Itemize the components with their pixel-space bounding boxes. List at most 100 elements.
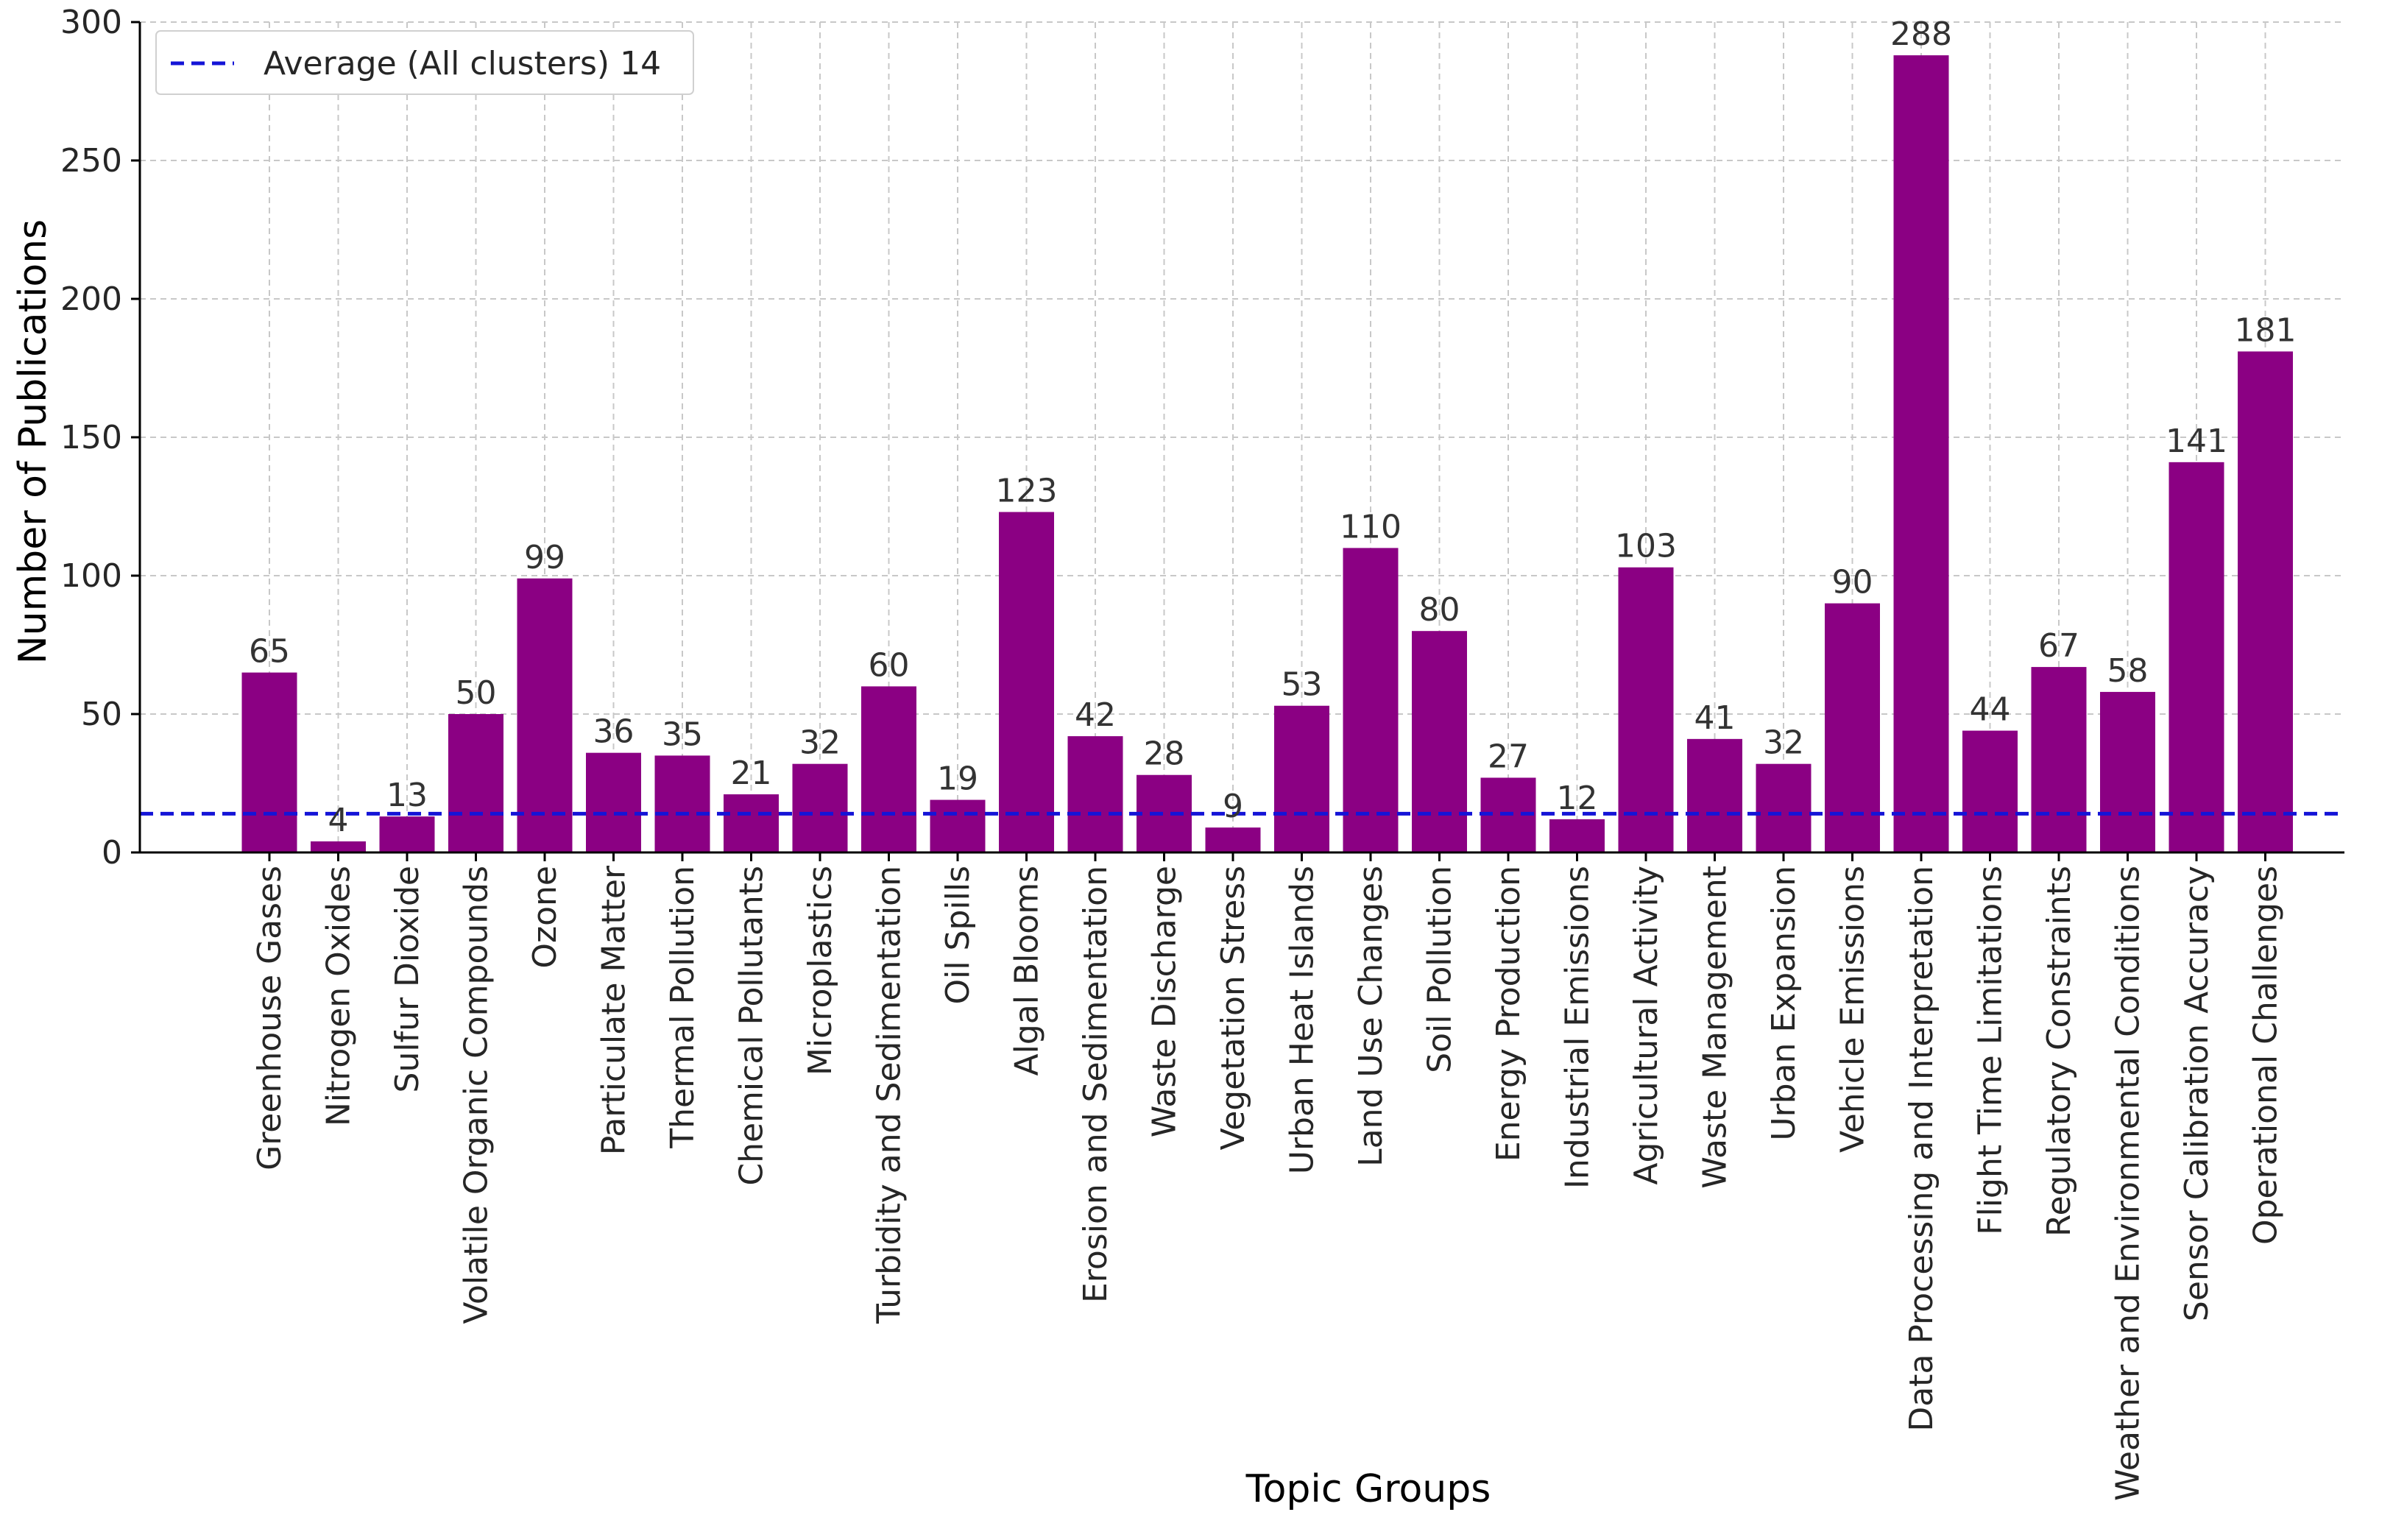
bar-value-label: 36 [593, 713, 635, 751]
bar-value-label: 4 [328, 802, 349, 839]
bar [1274, 705, 1329, 852]
x-tick-label: Microplastics [802, 866, 839, 1075]
x-tick-label: Sensor Calibration Accuracy [2178, 866, 2216, 1321]
bar [999, 512, 1054, 852]
x-tick-label: Sulfur Dioxide [389, 866, 426, 1092]
bar [1549, 819, 1605, 852]
bar-value-labels: 65 4 13 50 99 36 35 21 32 60 19 123 42 28 9 53 110 80 27 12… [249, 15, 2296, 839]
bar [1205, 827, 1261, 852]
x-tick-label: Land Use Changes [1352, 866, 1390, 1167]
bar-value-label: 90 [1832, 564, 1873, 601]
bars [241, 55, 2293, 853]
x-tick-label: Agricultural Activity [1627, 866, 1665, 1185]
bar [1067, 736, 1123, 852]
x-tick-label: Algal Blooms [1008, 866, 1046, 1075]
bar-value-label: 181 [2235, 311, 2297, 349]
x-tick-label: Waste Management [1697, 866, 1734, 1189]
bar-value-label: 32 [1763, 724, 1804, 762]
y-tick-label: 50 [81, 696, 122, 733]
bar-value-label: 288 [1890, 15, 1952, 53]
legend-box [155, 30, 694, 95]
y-tick-label: 200 [60, 280, 122, 318]
bar-value-label: 67 [2038, 627, 2079, 665]
bar-value-label: 80 [1419, 591, 1460, 629]
bar [379, 816, 435, 852]
bar-value-label: 28 [1144, 735, 1185, 773]
bar [861, 686, 916, 852]
x-tick-label: Urban Heat Islands [1284, 866, 1321, 1174]
bar-value-label: 58 [2107, 652, 2149, 690]
bar-value-label: 12 [1557, 780, 1598, 817]
bar-value-label: 42 [1075, 696, 1116, 734]
legend-label: Average (All clusters) 14 [264, 45, 661, 82]
bar [2169, 462, 2224, 852]
bar-value-label: 53 [1282, 666, 1323, 704]
y-axis-title: Number of Publications [11, 219, 55, 665]
bar [1756, 763, 1812, 852]
bar-value-label: 60 [869, 646, 910, 684]
bar-value-label: 50 [456, 674, 497, 712]
y-tick-label: 300 [60, 4, 122, 41]
bar-value-label: 35 [662, 716, 703, 753]
x-tick-label: Nitrogen Oxides [320, 866, 358, 1126]
x-tick-label: Data Processing and Interpretation [1903, 866, 1940, 1432]
bar [1412, 631, 1467, 852]
bar [311, 841, 366, 852]
bar-value-label: 123 [996, 473, 1058, 510]
y-tick-label: 0 [102, 834, 122, 872]
x-tick-label: Weather and Environmental Conditions [2110, 866, 2147, 1501]
bar-value-label: 65 [249, 633, 290, 671]
x-tick-label: Vegetation Stress [1215, 866, 1252, 1150]
x-tick-label: Thermal Pollution [664, 866, 701, 1149]
bar-value-label: 44 [1970, 691, 2011, 729]
bar-value-label: 141 [2166, 423, 2227, 460]
bar [448, 714, 503, 852]
bar [654, 755, 710, 852]
x-tick-label: Volatile Organic Compounds [458, 866, 495, 1324]
x-tick-label: Soil Pollution [1421, 866, 1459, 1073]
x-tick-label: Erosion and Sedimentation [1077, 866, 1114, 1303]
x-tick-label: Particulate Matter [595, 865, 633, 1155]
x-tick-label: Operational Challenges [2247, 866, 2285, 1245]
bar [241, 672, 297, 852]
grid [140, 21, 2344, 853]
bar-value-label: 21 [731, 755, 772, 792]
bar [1618, 567, 1674, 852]
bar-value-label: 9 [1223, 788, 1243, 825]
x-tick-label: Flight Time Limitations [1972, 866, 2010, 1235]
y-tick-label: 100 [60, 557, 122, 595]
x-tick-label: Ozone [526, 866, 564, 969]
bar-value-label: 32 [799, 724, 841, 762]
bar [792, 763, 848, 852]
x-tick-label: Urban Expansion [1765, 866, 1803, 1141]
x-tick-label: Industrial Emissions [1559, 866, 1597, 1189]
bar [2100, 691, 2155, 852]
y-tick-labels: 0 50 100 150 200 250 300 [60, 4, 122, 872]
x-tick-label: Vehicle Emissions [1834, 866, 1872, 1153]
y-tick-label: 250 [60, 142, 122, 180]
bar [1687, 738, 1742, 852]
x-axis-title: Topic Groups [1245, 1467, 1491, 1511]
bar-value-label: 19 [937, 760, 978, 798]
x-tick-label: Regulatory Constraints [2040, 866, 2078, 1237]
bar [1343, 548, 1399, 852]
bar-value-label: 41 [1694, 699, 1736, 737]
bar [1962, 730, 2018, 852]
y-tick-label: 150 [60, 419, 122, 456]
bar-value-label: 103 [1615, 528, 1677, 565]
x-tick-label: Chemical Pollutants [733, 866, 771, 1186]
axes [131, 21, 2344, 861]
bar [930, 799, 986, 852]
bar-value-label: 99 [524, 539, 565, 576]
bar-value-label: 110 [1340, 508, 1402, 545]
bar [517, 578, 573, 852]
bar-value-label: 13 [386, 777, 428, 814]
bar-value-label: 27 [1488, 738, 1529, 775]
bar [2031, 667, 2087, 852]
x-tick-label: Waste Discharge [1146, 866, 1184, 1137]
legend: Average (All clusters) 14 [155, 30, 694, 95]
bar [1893, 55, 1949, 853]
x-tick-label: Turbidity and Sedimentation [871, 866, 908, 1324]
x-tick-label: Greenhouse Gases [251, 866, 289, 1170]
